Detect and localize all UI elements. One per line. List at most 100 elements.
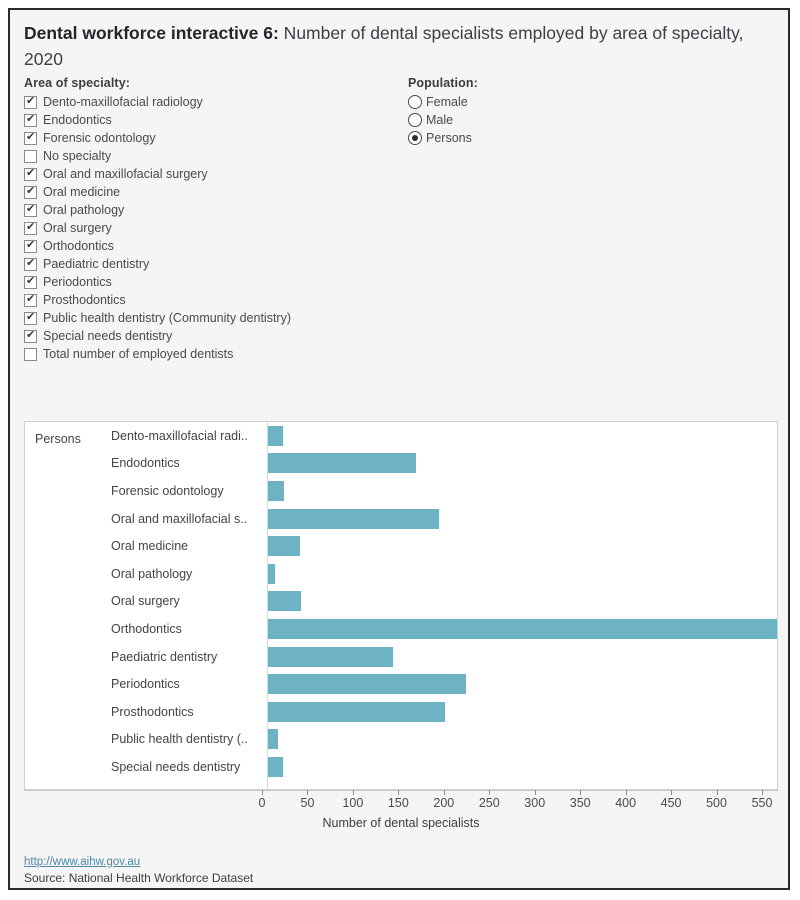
aihw-website-link[interactable]: http://www.aihw.gov.au <box>24 856 141 868</box>
checkbox-unchecked-icon[interactable] <box>24 347 37 361</box>
chart-bar[interactable] <box>268 674 467 695</box>
specialty-option-row[interactable]: Oral pathology <box>24 201 404 219</box>
radio-selected-icon[interactable] <box>408 131 422 145</box>
checkbox-checked-icon[interactable] <box>24 256 37 271</box>
chart-bar[interactable] <box>268 425 283 446</box>
specialty-option-label: Paediatric dentistry <box>43 257 150 271</box>
chart-bar-row[interactable] <box>268 560 777 588</box>
x-axis-tick-mark <box>534 790 536 795</box>
chart-category-label: Orthodontics <box>111 621 182 636</box>
chart-category-label: Public health dentistry (.. <box>111 732 248 747</box>
chart-category-label: Oral surgery <box>111 594 180 609</box>
specialty-option-label: Orthodontics <box>43 239 114 253</box>
chart-category-label: Paediatric dentistry <box>111 649 218 664</box>
filter-controls: Area of specialty: Dento-maxillofacial r… <box>10 76 788 366</box>
x-axis-tick-label: 300 <box>524 796 546 810</box>
chart-bar-row[interactable] <box>268 670 777 698</box>
specialty-option-row[interactable]: Paediatric dentistry <box>24 255 404 273</box>
chart-bar-row[interactable] <box>268 477 777 505</box>
chart-bar-row[interactable] <box>268 422 777 450</box>
x-axis-tick-label: 400 <box>615 796 637 810</box>
chart-category-labels: Dento-maxillofacial radi.. Endodontics For… <box>111 422 268 789</box>
chart-bar-row[interactable] <box>268 753 777 781</box>
specialty-option-row[interactable]: Endodontics <box>24 111 404 129</box>
checkbox-checked-icon[interactable] <box>24 112 37 127</box>
chart-category-label: Endodontics <box>111 456 180 471</box>
x-axis-tick-label: 200 <box>433 796 455 810</box>
specialty-option-row[interactable]: Orthodontics <box>24 237 404 255</box>
chart-bar-row[interactable] <box>268 615 777 643</box>
population-option-row[interactable]: Persons <box>408 129 668 147</box>
specialty-option-row[interactable]: Forensic odontology <box>24 129 404 147</box>
specialty-option-row[interactable]: Oral medicine <box>24 183 404 201</box>
checkbox-checked-icon[interactable] <box>24 310 37 325</box>
chart-x-axis: 0 50 100 150 200 250 300 350 400 450 500 550 Number… <box>24 790 778 836</box>
specialty-option-row[interactable]: Public health dentistry (Community denti… <box>24 309 404 327</box>
x-axis-line <box>24 790 778 791</box>
specialty-filter-label: Area of specialty: <box>24 76 131 90</box>
checkbox-unchecked-icon[interactable] <box>24 149 37 163</box>
radio-unselected-icon[interactable] <box>408 95 422 109</box>
chart-category-label: Periodontics <box>111 677 180 692</box>
chart-bar[interactable] <box>268 646 393 667</box>
x-axis-tick-mark <box>762 790 763 795</box>
chart-category-label: Oral and maxillofacial s.. <box>111 511 248 526</box>
specialty-option-label: Oral pathology <box>43 203 125 217</box>
specialty-filter-group: Area of specialty: Dento-maxillofacial r… <box>24 76 404 363</box>
x-axis-tick-mark <box>352 790 354 795</box>
specialty-option-row[interactable]: Special needs dentistry <box>24 327 404 345</box>
x-axis-tick-mark <box>443 790 445 795</box>
chart-bar-row[interactable] <box>268 450 777 478</box>
specialty-option-label: Special needs dentistry <box>43 329 173 343</box>
chart-bar-row[interactable] <box>268 726 777 754</box>
x-axis-tick-mark <box>580 790 582 795</box>
chart-bar[interactable] <box>268 508 439 529</box>
chart-plot-area <box>268 422 777 789</box>
chart-bar-row[interactable] <box>268 643 777 671</box>
chart-bar[interactable] <box>268 618 777 639</box>
specialty-option-label: No specialty <box>43 149 112 163</box>
chart-bar-row[interactable] <box>268 505 777 533</box>
chart-category-label: Special needs dentistry <box>111 759 241 774</box>
specialty-option-label: Dento-maxillofacial radiology <box>43 95 203 109</box>
chart-bar-row[interactable] <box>268 588 777 616</box>
chart-bar[interactable] <box>268 591 301 612</box>
checkbox-checked-icon[interactable] <box>24 328 37 343</box>
population-filter-group: Population: Female Male Persons <box>408 76 668 147</box>
specialty-option-row[interactable]: Total number of employed dentists <box>24 345 404 363</box>
checkbox-checked-icon[interactable] <box>24 292 37 307</box>
population-option-row[interactable]: Male <box>408 111 668 129</box>
chart-bar[interactable] <box>268 453 417 474</box>
chart-bar[interactable] <box>268 480 285 501</box>
x-axis-tick-label: 150 <box>387 796 409 810</box>
checkbox-checked-icon[interactable] <box>24 130 37 145</box>
specialty-option-row[interactable]: No specialty <box>24 147 404 165</box>
population-filter-label: Population: <box>408 76 478 90</box>
specialty-option-row[interactable]: Oral surgery <box>24 219 404 237</box>
checkbox-checked-icon[interactable] <box>24 166 37 181</box>
checkbox-checked-icon[interactable] <box>24 202 37 217</box>
checkbox-checked-icon[interactable] <box>24 94 37 109</box>
x-axis-tick-mark <box>671 790 673 795</box>
specialty-option-row[interactable]: Oral and maxillofacial surgery <box>24 165 404 183</box>
x-axis-tick-label: 250 <box>478 796 500 810</box>
chart-bar[interactable] <box>268 756 284 777</box>
chart-bar-row[interactable] <box>268 698 777 726</box>
chart-bar[interactable] <box>268 536 300 557</box>
specialty-option-row[interactable]: Dento-maxillofacial radiology <box>24 93 404 111</box>
chart-bar-row[interactable] <box>268 532 777 560</box>
population-option-label: Male <box>426 113 454 127</box>
population-option-row[interactable]: Female <box>408 93 668 111</box>
specialty-option-row[interactable]: Periodontics <box>24 273 404 291</box>
radio-unselected-icon[interactable] <box>408 113 422 127</box>
chart-bar[interactable] <box>268 729 278 750</box>
specialty-option-row[interactable]: Prosthodontics <box>24 291 404 309</box>
checkbox-checked-icon[interactable] <box>24 184 37 199</box>
x-axis-tick-label: 500 <box>706 796 727 810</box>
checkbox-checked-icon[interactable] <box>24 274 37 289</box>
chart-bar[interactable] <box>268 563 276 584</box>
checkbox-checked-icon[interactable] <box>24 238 37 253</box>
checkbox-checked-icon[interactable] <box>24 220 37 235</box>
chart-bar[interactable] <box>268 701 446 722</box>
x-axis-tick-mark <box>625 790 627 795</box>
